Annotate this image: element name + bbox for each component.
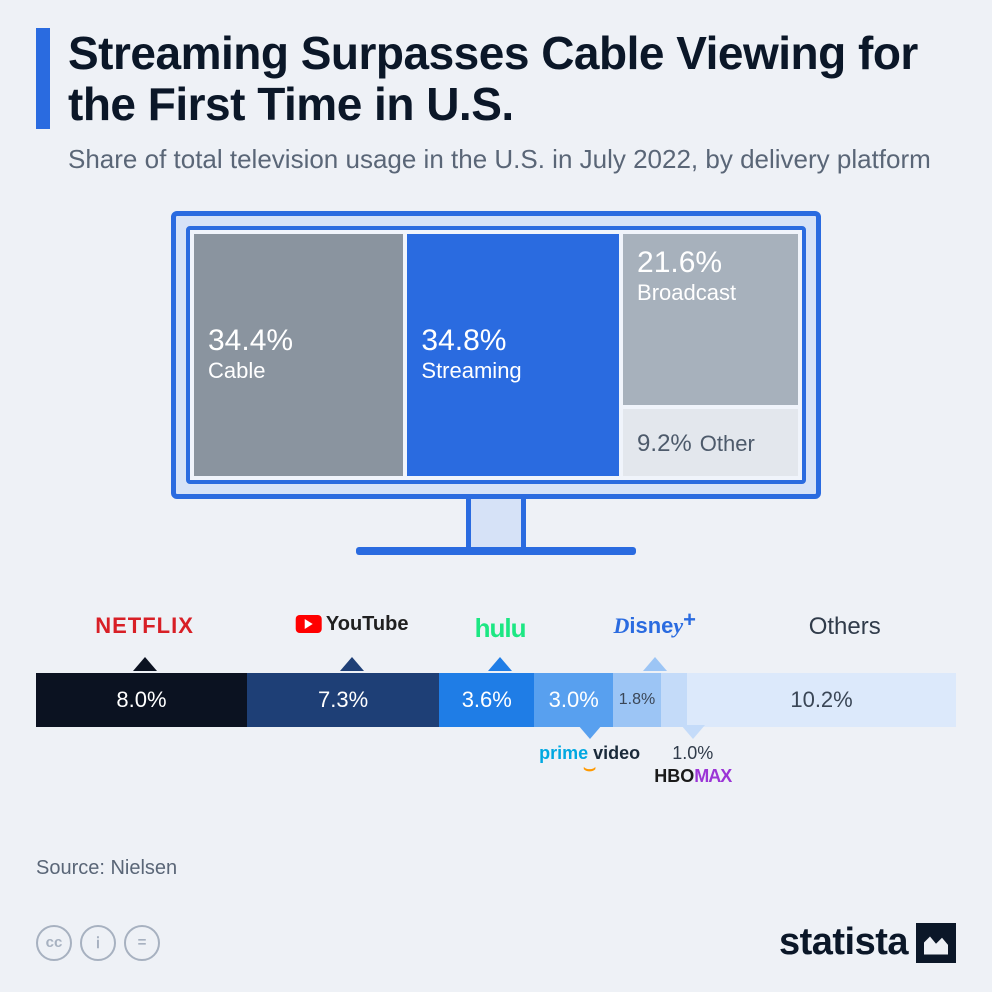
- netflix-logo: NETFLIX: [95, 613, 194, 639]
- treemap-cell-streaming: 34.8%Streaming: [407, 234, 619, 476]
- pointer-hulu: [488, 657, 512, 671]
- title-accent-bar: [36, 28, 50, 129]
- others-logo: Others: [809, 613, 881, 641]
- bar-segment-hulu: 3.6%: [439, 673, 534, 727]
- source-text: Source: Nielsen: [36, 857, 956, 880]
- pointer-netflix: [133, 657, 157, 671]
- prime-logo: prime video⌣: [539, 743, 640, 772]
- pointer-disney: [643, 657, 667, 671]
- tv-monitor-graphic: 34.4%Cable34.8%Streaming21.6%Broadcast9.…: [171, 211, 821, 555]
- streaming-breakdown: NETFLIX YouTube hulu Disney+ Others 8.0%7.3%…: [36, 613, 956, 823]
- youtube-icon: [296, 615, 322, 633]
- hbo-logo: 1.0%HBOMAX: [654, 743, 731, 787]
- bar-segment-disney: 1.8%: [613, 673, 660, 727]
- bar-segment-prime: 3.0%: [534, 673, 613, 727]
- statista-logo: statista: [779, 921, 956, 964]
- cc-icon-0: cc: [36, 925, 72, 961]
- pointer-prime: [578, 725, 602, 739]
- bar-segment-hbo: [661, 673, 687, 727]
- hulu-logo: hulu: [475, 613, 526, 644]
- header: Streaming Surpasses Cable Viewing for th…: [36, 28, 956, 129]
- cc-icon-1: 𝗂: [80, 925, 116, 961]
- license-icons: cc𝗂=: [36, 925, 160, 961]
- cc-icon-2: =: [124, 925, 160, 961]
- pointer-hbo: [681, 725, 705, 739]
- footer: cc𝗂= statista: [36, 921, 956, 964]
- bar-segment-others: 10.2%: [687, 673, 956, 727]
- page-subtitle: Share of total television usage in the U…: [68, 143, 956, 177]
- bar-segment-youtube: 7.3%: [247, 673, 439, 727]
- treemap-cell-cable: 34.4%Cable: [194, 234, 403, 476]
- youtube-logo: YouTube: [296, 613, 409, 636]
- treemap-cell-other: 9.2%Other: [623, 409, 798, 476]
- page-title: Streaming Surpasses Cable Viewing for th…: [68, 28, 956, 129]
- pointer-youtube: [340, 657, 364, 671]
- disney-logo: Disney+: [613, 613, 696, 639]
- statista-icon: [916, 923, 956, 963]
- treemap-cell-broadcast: 21.6%Broadcast: [623, 234, 798, 405]
- statista-wordmark: statista: [779, 921, 908, 964]
- bar-segment-netflix: 8.0%: [36, 673, 247, 727]
